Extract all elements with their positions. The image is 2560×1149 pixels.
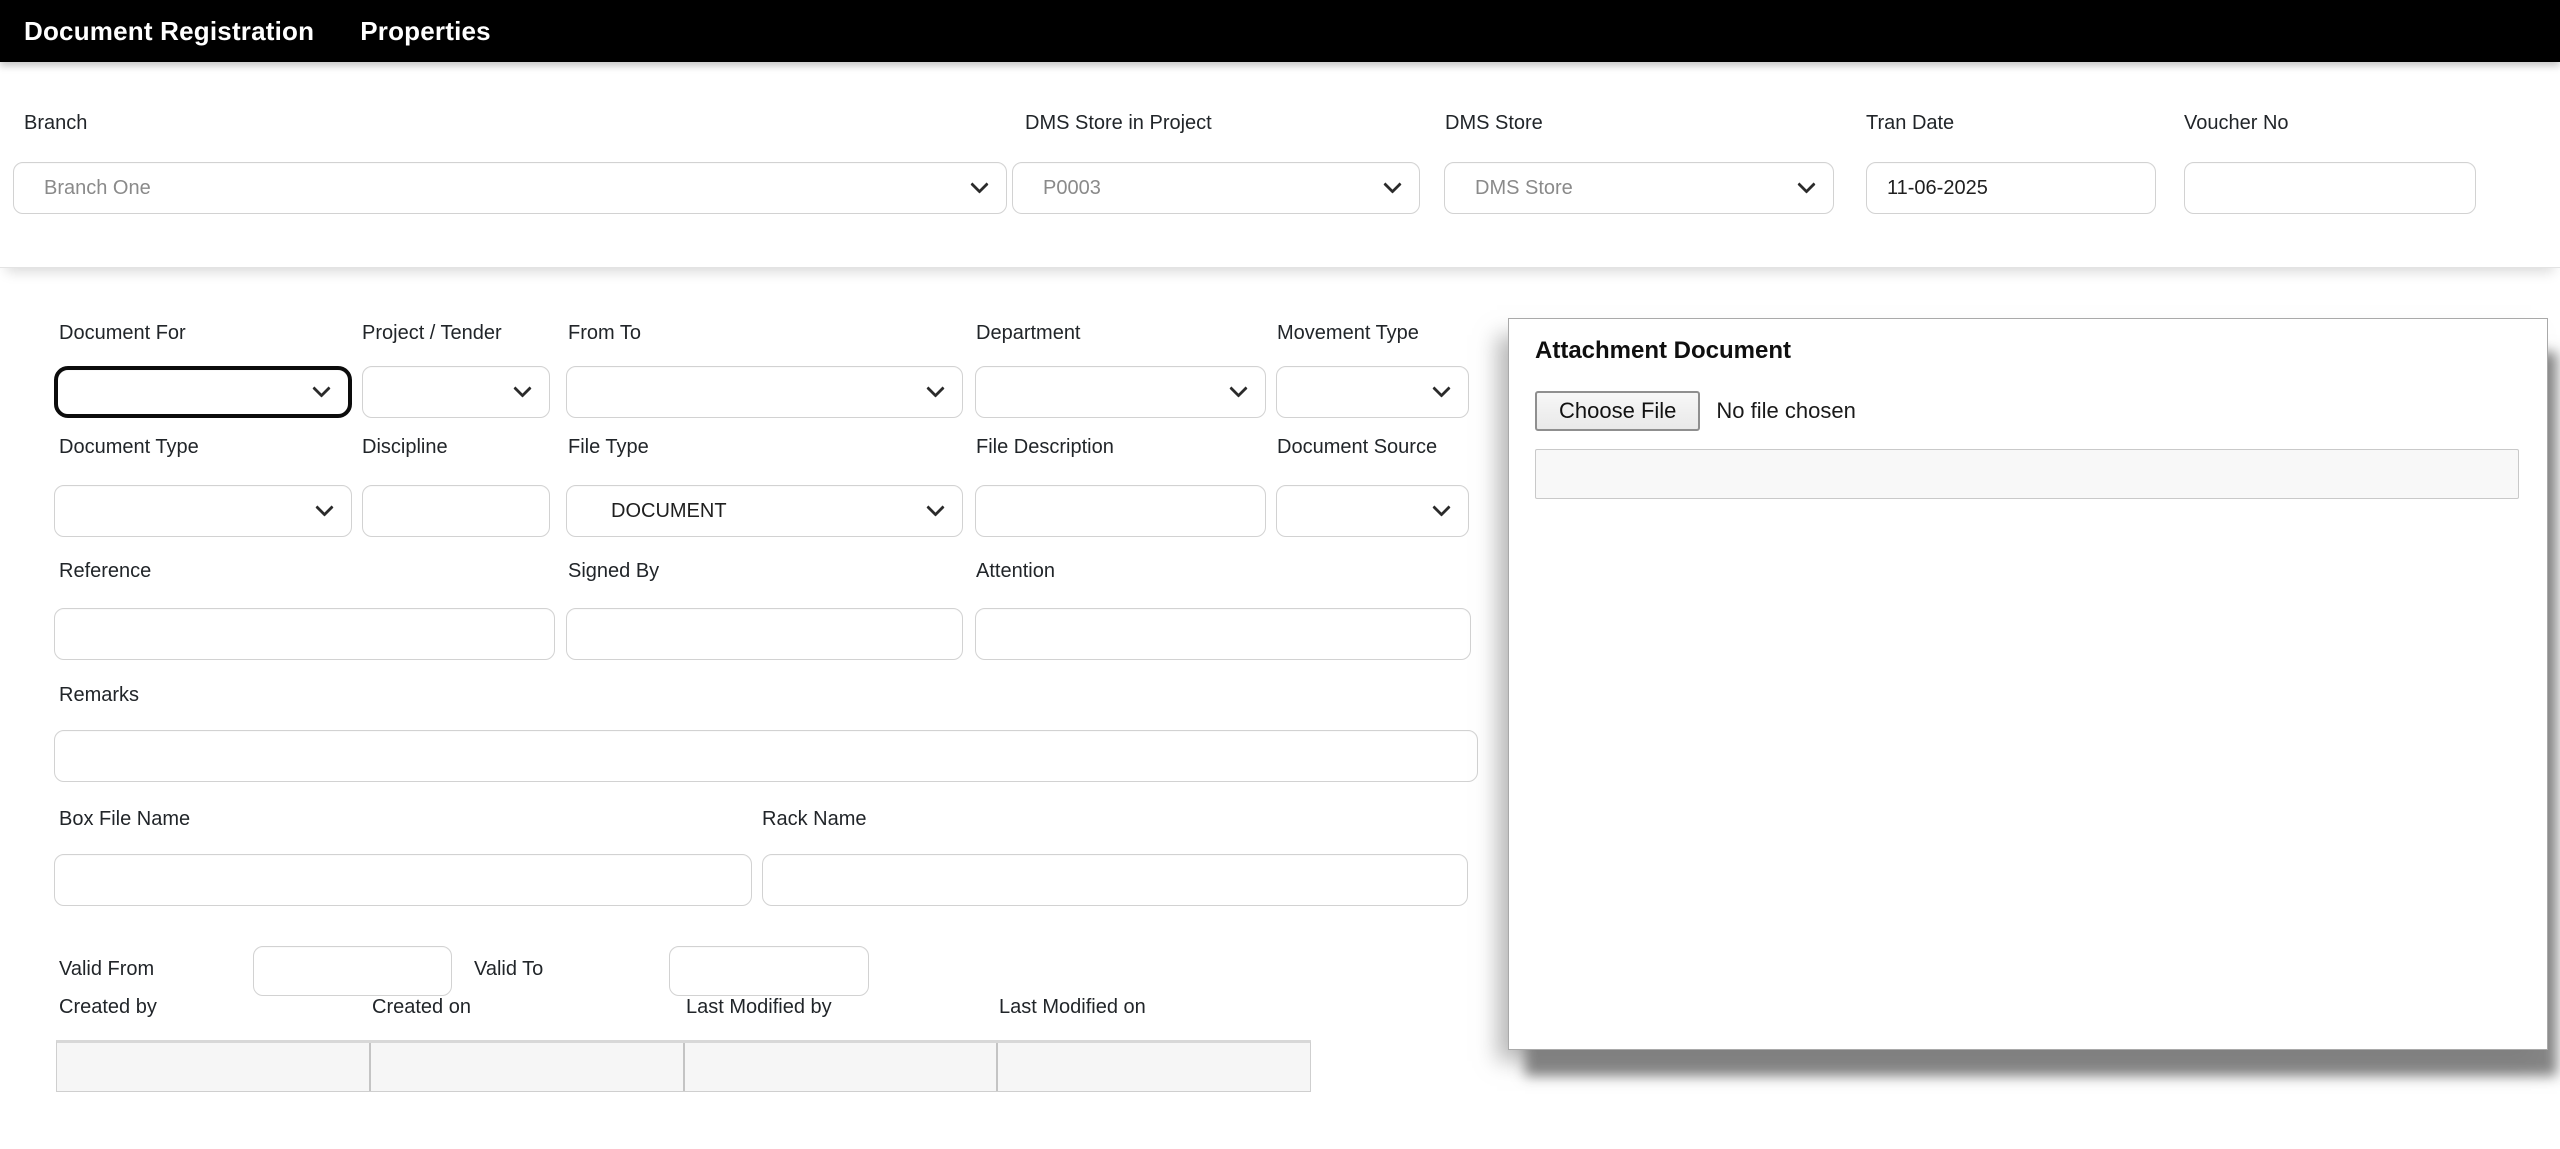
chevron-down-icon [315,498,334,517]
document-for-label: Document For [59,322,186,344]
dms-store-in-project-label: DMS Store in Project [1025,112,1212,134]
last-modified-by-label: Last Modified by [686,996,832,1018]
chevron-down-icon [513,379,532,398]
tran-date-input[interactable] [1866,162,2156,214]
chevron-down-icon [1383,175,1402,194]
chevron-down-icon [1229,379,1248,398]
document-source-label: Document Source [1277,436,1438,458]
dms-store-in-project-value: P0003 [1043,176,1101,199]
attachment-document-title: Attachment Document [1535,337,1792,364]
created-by-cell [57,1043,371,1091]
valid-from-label: Valid From [59,958,155,980]
chevron-down-icon [926,379,945,398]
created-by-label: Created by [59,996,157,1018]
branch-label: Branch [24,112,88,134]
document-type-select[interactable] [54,485,352,537]
file-type-value: DOCUMENT [611,499,727,522]
attention-label: Attention [976,560,1055,582]
document-type-label: Document Type [59,436,199,458]
valid-from-input[interactable] [253,946,452,996]
voucher-no-input[interactable] [2184,162,2476,214]
last-modified-on-cell [998,1043,1310,1091]
movement-type-label: Movement Type [1277,322,1419,344]
created-on-cell [371,1043,685,1091]
chevron-down-icon [1432,379,1451,398]
reference-label: Reference [59,560,152,582]
remarks-label: Remarks [59,684,140,706]
from-to-select[interactable] [566,366,963,418]
department-label: Department [976,322,1081,344]
created-on-label: Created on [372,996,471,1018]
dms-store-value: DMS Store [1475,176,1573,199]
attention-input[interactable] [975,608,1471,660]
movement-type-select[interactable] [1276,366,1469,418]
branch-select[interactable]: Branch One [13,162,1007,214]
last-modified-by-cell [685,1043,999,1091]
signed-by-label: Signed By [568,560,660,582]
menu-item-document-registration[interactable]: Document Registration [24,15,315,46]
no-file-chosen-text: No file chosen [1716,398,1856,423]
from-to-label: From To [568,322,641,344]
voucher-no-label: Voucher No [2184,112,2289,134]
file-upload-row: Choose File No file chosen [1535,391,1856,431]
document-source-select[interactable] [1276,485,1469,537]
discipline-input[interactable] [362,485,550,537]
header-section: Branch DMS Store in Project DMS Store Tr… [0,62,2560,268]
dms-store-in-project-select[interactable]: P0003 [1012,162,1420,214]
dms-store-label: DMS Store [1445,112,1543,134]
attachment-document-panel: Attachment Document Choose File No file … [1508,318,2548,1050]
box-file-name-label: Box File Name [59,808,191,830]
dms-store-select[interactable]: DMS Store [1444,162,1834,214]
reference-input[interactable] [54,608,555,660]
document-for-select[interactable] [54,366,352,418]
remarks-input[interactable] [54,730,1478,782]
menu-item-properties[interactable]: Properties [360,15,491,46]
file-description-input[interactable] [975,485,1266,537]
file-type-label: File Type [568,436,649,458]
choose-file-button[interactable]: Choose File [1535,391,1701,431]
project-tender-select[interactable] [362,366,550,418]
file-type-select[interactable]: DOCUMENT [566,485,963,537]
chevron-down-icon [1432,498,1451,517]
chevron-down-icon [312,379,331,398]
discipline-label: Discipline [362,436,448,458]
chevron-down-icon [970,175,989,194]
top-menu-bar: Document Registration Properties [0,0,2560,62]
valid-to-label: Valid To [474,958,544,980]
chevron-down-icon [1797,175,1816,194]
branch-select-value: Branch One [44,176,151,199]
signed-by-input[interactable] [566,608,963,660]
department-select[interactable] [975,366,1266,418]
last-modified-on-label: Last Modified on [999,996,1146,1018]
attachment-file-display[interactable] [1535,449,2519,499]
tran-date-label: Tran Date [1866,112,1955,134]
chevron-down-icon [926,498,945,517]
project-tender-label: Project / Tender [362,322,502,344]
valid-to-input[interactable] [669,946,869,996]
rack-name-label: Rack Name [762,808,867,830]
rack-name-input[interactable] [762,854,1468,906]
audit-table [56,1040,1311,1092]
box-file-name-input[interactable] [54,854,752,906]
file-description-label: File Description [976,436,1114,458]
